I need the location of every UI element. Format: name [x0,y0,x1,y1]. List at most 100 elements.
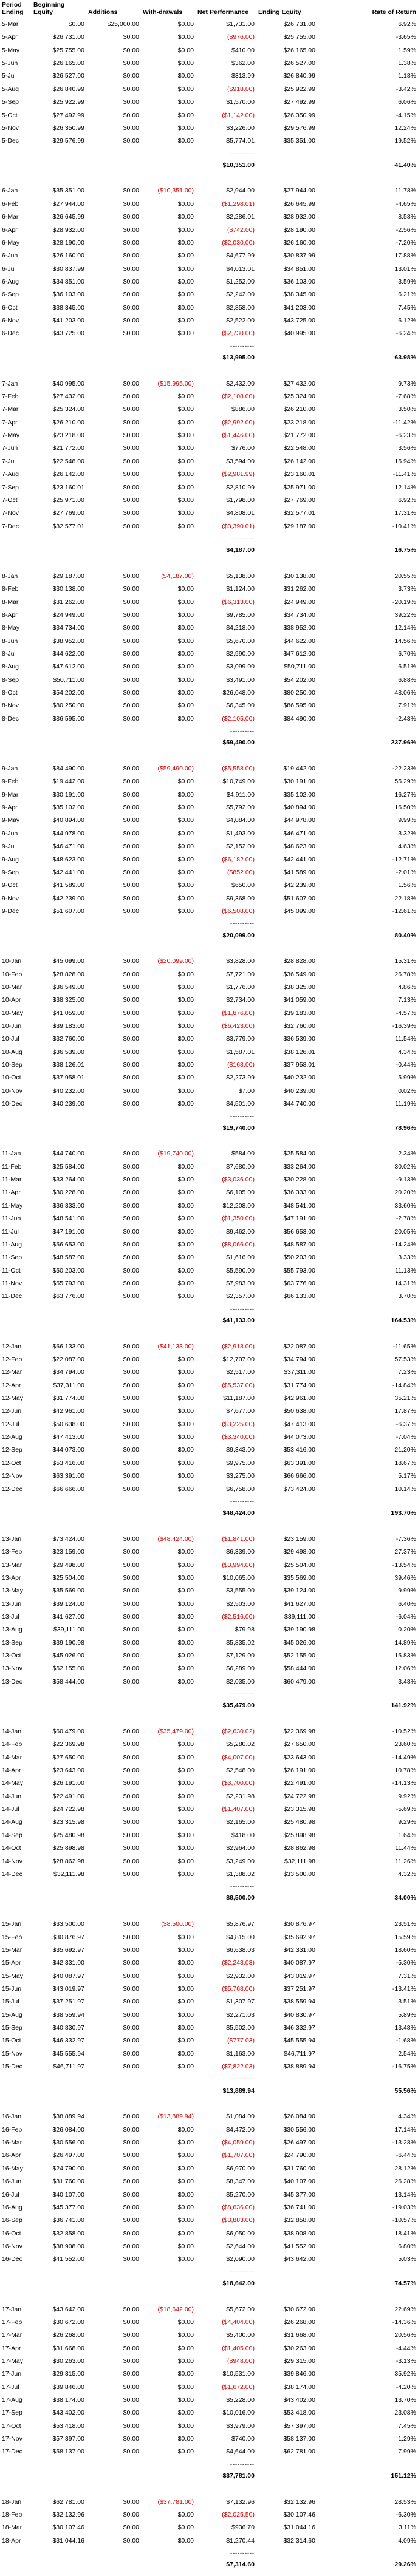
additions-cell: $0.00 [123,1355,139,1363]
withdrawals-cell: $0.00 [177,509,194,517]
beginning-equity-cell: $40,087.97 [52,1972,84,1980]
period-ending-cell: 8-Apr [2,611,18,619]
table-row: 17-May $30,263.00 $0.00 $0.00 ($948.00) $29,3… [0,2355,418,2368]
empty-cell [86,1496,141,1507]
net-performance-cell: ($2,105.00) [222,715,255,722]
net-performance-cell: $10,749.00 [222,778,255,786]
beginning-equity-cell: $40,830.97 [52,2024,84,2032]
withdrawals-cell: $0.00 [177,239,194,246]
net-performance-cell: ($3,036.00) [222,1176,255,1184]
beginning-equity-cell: $32,111.98 [53,1870,84,1878]
beginning-equity-cell: $29,187.00 [52,572,84,580]
beginning-equity-cell: $32,577.01 [52,522,84,530]
ending-equity-cell: $53,416.00 [283,1446,315,1454]
period-ending-cell: 14-Apr [2,1767,21,1775]
rate-of-return-cell: -9.13% [396,1176,416,1184]
empty-cell [141,1881,196,1892]
year-total-net-performance: $19,740.00 [222,1124,255,1132]
ending-equity-cell: $22,548.00 [283,444,315,452]
beginning-equity-cell: $26,191.00 [52,1779,84,1787]
rate-of-return-cell: 21.20% [394,1446,416,1454]
ending-equity-cell: $25,504.00 [283,1561,315,1569]
empty-cell [32,1699,86,1712]
beginning-equity-cell: $26,210.00 [52,418,84,426]
rate-of-return-cell: -4.65% [396,200,416,208]
period-ending-cell: 15-Jul [2,1998,19,2006]
ending-equity-cell: $44,622.00 [283,637,315,645]
period-ending-cell: 13-Mar [2,1561,22,1569]
spacer-cell [0,172,418,185]
empty-cell [86,2459,141,2470]
withdrawals-cell: ($20,099.00) [157,957,194,965]
rate-of-return-cell: 11.26% [395,1857,416,1865]
rate-of-return-cell: 5.89% [398,2011,416,2019]
net-performance-cell: $418.00 [231,1831,255,1839]
rate-of-return-cell: 3.50% [398,406,416,413]
beginning-equity-cell: $27,650.00 [52,1753,84,1761]
beginning-equity-cell: $40,894.00 [52,817,84,824]
ending-equity-cell: $38,889.94 [283,2063,315,2071]
ending-equity-cell: $32,577.01 [283,509,315,517]
ending-equity-cell: $30,672.00 [283,2305,315,2313]
withdrawals-cell: $0.00 [177,1933,194,1941]
withdrawals-cell: $0.00 [177,1665,194,1673]
net-performance-cell: $3,828.00 [226,957,255,965]
spacer-row [0,1905,418,1918]
beginning-equity-cell: $44,622.00 [52,650,84,658]
withdrawals-cell: $0.00 [177,1472,194,1480]
rate-of-return-cell: 7.91% [398,702,416,710]
table-row: 8-Feb $30,138.00 $0.00 $0.00 $1,124.00 $31,26… [0,583,418,596]
net-performance-cell: $3,226.00 [226,124,255,132]
additions-cell: $0.00 [123,1459,139,1467]
dash-separator: ---------- [230,920,255,927]
additions-cell: $0.00 [123,1150,139,1158]
net-performance-cell: ($2,516.00) [222,1613,255,1620]
additions-cell: $0.00 [123,1163,139,1171]
withdrawals-cell: $0.00 [177,1652,194,1660]
period-ending-cell: 16-Sep [2,2217,22,2224]
empty-cell [256,1122,317,1135]
empty-cell [0,2266,32,2277]
year-total-rate-of-return: 34.00% [394,1894,416,1902]
beginning-equity-cell: $53,416.00 [52,1459,84,1467]
withdrawals-cell: $0.00 [177,1639,194,1647]
table-row: 16-Dec $41,552.00 $0.00 $0.00 $2,090.00 $43,6… [0,2253,418,2266]
beginning-equity-cell: $37,958.01 [52,1074,84,1082]
empty-cell [256,1111,317,1122]
ending-equity-cell: $22,491.00 [283,1779,315,1787]
table-row: 6-May $28,190.00 $0.00 $0.00 ($2,030.00) $26,… [0,237,418,250]
period-ending-cell: 5-Apr [2,33,18,41]
period-ending-cell: 5-Sep [2,98,19,106]
rate-of-return-cell: -5.69% [396,1806,416,1813]
net-performance-cell: $2,990.00 [226,650,255,658]
table-body: 5-Mar $0.00 $25,000.00 $0.00 $1,731.00 $26,73… [0,18,418,2572]
year-total-rate-of-return: 80.40% [394,931,416,939]
beginning-equity-cell: $37,251.97 [52,1998,84,2006]
net-performance-cell: ($6,182.00) [222,855,255,863]
empty-cell [141,2277,196,2290]
withdrawals-cell: $0.00 [177,1280,194,1287]
additions-cell: $0.00 [123,1176,139,1184]
period-ending-cell: 11-Jul [2,1228,19,1235]
rate-of-return-cell: 2.34% [398,1150,416,1158]
ending-equity-cell: $40,107.00 [283,2178,315,2186]
additions-cell: $0.00 [123,2255,139,2263]
additions-cell: $0.00 [123,1727,139,1735]
period-ending-cell: 13-Jun [2,1600,22,1608]
period-ending-cell: 10-Sep [2,1061,22,1069]
ending-equity-cell: $31,262.00 [283,585,315,593]
withdrawals-cell: $0.00 [177,790,194,798]
rate-of-return-cell: -13.54% [392,1561,416,1569]
rate-of-return-cell: 33.60% [394,1201,416,1209]
period-ending-cell: 5-Mar [2,21,19,28]
rate-of-return-cell: 4.63% [398,843,416,851]
withdrawals-cell: $0.00 [177,137,194,145]
additions-cell: $0.00 [123,868,139,876]
beginning-equity-cell: $38,325.00 [52,996,84,1004]
table-row: 9-Aug $48,623.00 $0.00 $0.00 ($6,182.00) $42,… [0,854,418,866]
withdrawals-cell: $0.00 [177,804,194,812]
ending-equity-cell: $42,239.00 [283,882,315,889]
table-row: 16-Feb $26,084.00 $0.00 $0.00 $4,472.00 $30,5… [0,2124,418,2136]
withdrawals-cell: $0.00 [177,1459,194,1467]
net-performance-cell: $1,493.00 [226,829,255,837]
